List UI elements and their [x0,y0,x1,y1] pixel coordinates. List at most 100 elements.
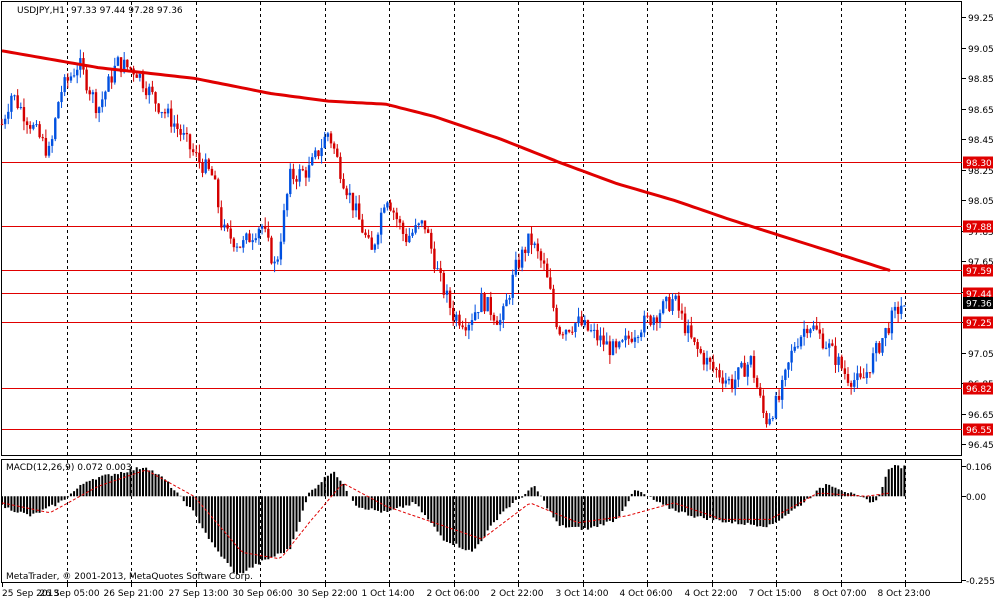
candle-body [721,377,724,384]
candle-body [777,395,781,400]
level-label-bg [963,316,993,329]
candle-body [552,288,555,308]
candle-body [868,372,872,374]
candle-body [862,377,865,379]
candle-body [571,331,574,333]
candle-body [16,95,19,109]
candle-body [173,123,176,127]
candle-body [332,143,336,149]
candle-body [207,159,210,169]
candle-body [567,329,571,332]
macd-histogram [1,465,906,575]
candle-body [718,370,721,378]
candle-body [824,347,828,349]
candle-body [13,95,16,97]
candle-body [19,107,22,109]
candle-body [119,57,123,73]
candle-body [696,342,699,349]
candle-body [141,73,145,89]
candle-body [298,169,301,182]
candle-body [63,77,66,93]
candle-body [843,368,847,374]
candle-body [455,314,458,321]
candle-body [640,332,643,338]
level-label-bg [963,220,993,233]
candle-body [210,168,214,176]
candle-body [859,373,862,378]
y-tick-label: 97.85 [968,228,994,238]
candle-body [311,157,314,166]
candle-body [392,210,395,213]
candle-body [896,306,900,314]
candle-body [307,165,311,178]
level-label: 96.82 [966,385,992,395]
candle-body [558,327,561,335]
candle-body [76,69,79,76]
candle-body [383,207,386,213]
x-tick-label: 2 Oct 22:00 [491,589,544,599]
candle-body [611,341,615,356]
candle-body [699,348,702,353]
candle-body [373,244,377,250]
candle-body [116,57,120,66]
candle-body [279,241,283,260]
candle-body [408,235,411,243]
candle-body [477,312,480,314]
candle-body [527,233,530,254]
candle-body [358,203,361,220]
candle-body [423,220,427,230]
candle-body [727,378,731,381]
candle-body [148,86,151,96]
x-tick-label: 2 Oct 06:00 [427,589,480,599]
y-tick-label: 96.65 [968,411,994,421]
candle-body [796,346,800,348]
candle-body [665,296,668,302]
candle-body [452,307,455,321]
candle-body [875,343,878,354]
candle-body [834,345,837,365]
candle-body [856,373,859,381]
candle-body [702,352,706,365]
candle-body [267,228,270,238]
candle-body [179,129,182,135]
candle-body [420,220,424,224]
candle-body [320,147,323,157]
candle-body [837,356,840,365]
candle-body [110,76,113,83]
candle-body [85,69,88,91]
candle-body [799,336,803,347]
chart-symbol: USDJPY,H1 [17,6,65,16]
candle-body [123,59,126,73]
y-tick-label: 98.05 [968,197,994,207]
candle-body [107,76,110,92]
candle-body [495,320,499,325]
current-price-box [963,297,993,309]
candle-body [781,379,784,400]
candle-body [251,240,254,243]
candle-body [386,202,389,208]
candle-body [405,233,408,243]
candle-body [893,306,897,311]
candle-body [771,418,774,420]
candle-body [467,324,471,331]
x-tick-label: 4 Oct 22:00 [685,589,738,599]
candle-body [806,328,809,334]
x-tick-label: 8 Oct 07:00 [814,589,867,599]
candle-body [755,377,759,388]
level-label: 96.55 [966,426,992,436]
candle-body [793,346,796,351]
candle-body [690,325,693,338]
level-label-bg [963,382,993,395]
x-tick-label: 26 Sep 05:00 [40,589,100,599]
candle-body [270,237,273,264]
x-tick-label: 8 Oct 23:00 [878,589,931,599]
candle-body [458,314,461,326]
candle-body [232,238,236,248]
candle-body [649,315,652,325]
candle-body [317,150,320,157]
candle-body [160,112,163,114]
candle-body [195,152,198,154]
candle-body [687,325,690,334]
